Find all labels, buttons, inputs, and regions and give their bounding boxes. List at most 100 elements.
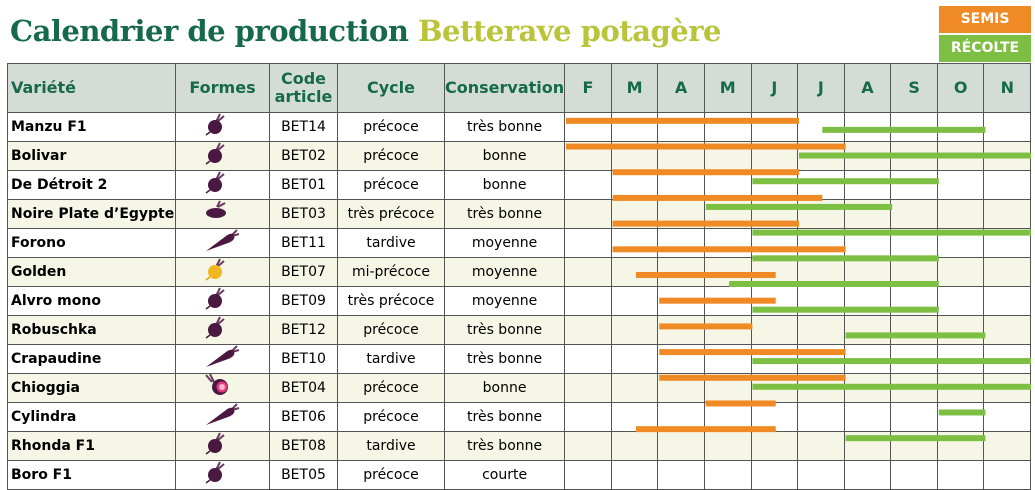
conservation: courte [443,460,566,490]
month-cell [843,170,892,200]
month-cell [843,460,892,490]
code: BET04 [269,373,338,403]
forme-cell [175,344,270,374]
month-cell [936,373,985,403]
month-header: J [750,63,799,113]
month-cell [703,141,752,171]
title-main: Calendrier de production [10,14,409,48]
beet-round-icon [205,113,225,136]
table-row: Manzu F1 BET14 précoce très bonne [7,112,1032,142]
month-cell [797,373,845,403]
header-code: Code article [269,63,338,113]
forme-cell [175,315,270,345]
header-conservation: Conservation [443,63,566,113]
month-cell [657,315,705,345]
month-cell [657,112,705,142]
code: BET14 [269,112,338,142]
month-cell [657,170,705,200]
month-cell [610,199,659,229]
legend-recolte: RÉCOLTE [939,35,1031,62]
month-cell [890,402,938,432]
month-cell [797,431,845,461]
cycle: précoce [337,315,445,345]
forme-cell [175,373,270,403]
month-cell [703,228,752,258]
month-header: S [890,63,938,113]
month-header: F [564,63,612,113]
variete: De Détroit 2 [7,170,176,200]
month-cell [610,286,659,316]
code: BET05 [269,460,338,490]
cycle: précoce [337,402,445,432]
forme-cell [175,141,270,171]
month-cell [936,257,985,287]
month-cell [657,431,705,461]
month-header: O [936,63,985,113]
beet-round-icon [205,432,225,455]
month-cell [657,402,705,432]
month-cell [983,431,1032,461]
month-cell [750,460,799,490]
month-cell [797,344,845,374]
month-cell [843,257,892,287]
month-cell [890,286,938,316]
beet-round-icon [205,142,225,165]
month-cell [657,344,705,374]
beet-long-icon [205,229,239,251]
beet-long-icon [205,345,239,367]
month-cell [703,199,752,229]
month-cell [750,170,799,200]
month-cell [843,344,892,374]
forme-cell [175,286,270,316]
forme-cell [175,402,270,432]
calendar-table: Variété Formes Code article Cycle Conser… [7,63,1032,490]
table-row: Bolivar BET02 précoce bonne [7,141,1032,171]
conservation: bonne [443,141,566,171]
month-cell [750,431,799,461]
month-cell [750,199,799,229]
table-row: De Détroit 2 BET01 précoce bonne [7,170,1032,200]
month-cell [890,199,938,229]
beet-flat-icon [205,200,226,218]
beet-chioggia-icon [204,373,228,395]
forme-cell [175,199,270,229]
month-cell [703,170,752,200]
forme-cell [175,170,270,200]
month-cell [890,431,938,461]
conservation: très bonne [443,315,566,345]
cycle: mi-précoce [337,257,445,287]
conservation: très bonne [443,344,566,374]
table-row: Golden BET07 mi-précoce moyenne [7,257,1032,287]
month-cell [983,460,1032,490]
month-cell [797,402,845,432]
month-cell [843,199,892,229]
month-cell [750,257,799,287]
forme-cell [175,112,270,142]
month-cell [936,286,985,316]
month-cell [703,373,752,403]
month-cell [703,286,752,316]
month-cell [797,460,845,490]
month-cell [564,344,612,374]
month-cell [750,112,799,142]
legend-semis: SEMIS [939,6,1031,33]
month-cell [564,170,612,200]
month-cell [657,257,705,287]
month-cell [936,170,985,200]
header-variete: Variété [7,63,176,113]
month-cell [657,460,705,490]
variete: Noire Plate d’Egypte [7,199,176,229]
month-cell [750,228,799,258]
title-sub: Betterave potagère [418,14,721,48]
month-cell [797,141,845,171]
table-row: Noire Plate d’Egypte BET03 très précoce trè… [7,199,1032,229]
month-cell [564,257,612,287]
month-cell [703,460,752,490]
conservation: très bonne [443,402,566,432]
beet-round-icon [205,316,225,339]
variete: Alvro mono [7,286,176,316]
variete: Cylindra [7,402,176,432]
month-cell [890,257,938,287]
month-header: N [983,63,1032,113]
month-cell [983,315,1032,345]
